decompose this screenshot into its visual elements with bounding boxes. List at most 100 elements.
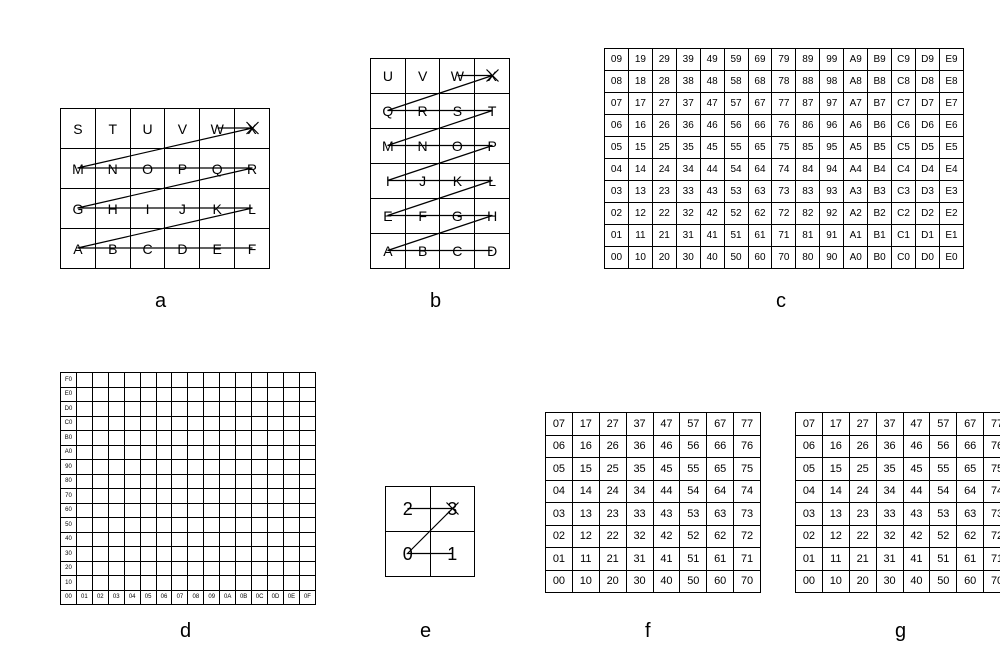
- cell: [188, 373, 204, 388]
- cell: C: [130, 229, 165, 269]
- cell: [172, 489, 188, 504]
- cell: [283, 416, 299, 431]
- cell: 72: [772, 203, 796, 225]
- cell: 27: [849, 413, 876, 436]
- cell: E8: [939, 71, 963, 93]
- cell: [283, 431, 299, 446]
- cell: [252, 460, 268, 475]
- cell: [76, 547, 92, 562]
- cell: 64: [707, 480, 734, 503]
- cell: [108, 532, 124, 547]
- cell: 00: [605, 247, 629, 269]
- cell: 31: [676, 225, 700, 247]
- cell: D9: [916, 49, 940, 71]
- cell: 69: [748, 49, 772, 71]
- cell: 18: [628, 71, 652, 93]
- cell: [299, 489, 315, 504]
- cell: [299, 431, 315, 446]
- cell: 51: [724, 225, 748, 247]
- cell: 06: [546, 435, 573, 458]
- cell: [204, 445, 220, 460]
- cell: 70: [772, 247, 796, 269]
- cell: 67: [748, 93, 772, 115]
- cell: E5: [939, 137, 963, 159]
- cell: [299, 518, 315, 533]
- cell: 94: [820, 159, 844, 181]
- cell: [92, 445, 108, 460]
- cell: 16: [628, 115, 652, 137]
- cell: [156, 489, 172, 504]
- cell: F0: [61, 373, 77, 388]
- cell: 36: [626, 435, 653, 458]
- cell: C8: [892, 71, 916, 93]
- cell: 24: [599, 480, 626, 503]
- cell: 66: [748, 115, 772, 137]
- cell: [204, 503, 220, 518]
- cell: 70: [61, 489, 77, 504]
- cell: D4: [916, 159, 940, 181]
- cell: [156, 373, 172, 388]
- cell: 08: [605, 71, 629, 93]
- cell: 44: [700, 159, 724, 181]
- cell: [156, 503, 172, 518]
- cell: 33: [626, 503, 653, 526]
- cell: E: [200, 229, 235, 269]
- cell: 47: [653, 413, 680, 436]
- cell: 40: [653, 570, 680, 593]
- cell: B: [405, 234, 440, 269]
- cell: 33: [676, 181, 700, 203]
- cell: [220, 445, 236, 460]
- cell: 74: [772, 159, 796, 181]
- cell: 77: [984, 413, 1000, 436]
- cell: 34: [876, 480, 903, 503]
- cell: 64: [748, 159, 772, 181]
- cell: [124, 532, 140, 547]
- cell: 50: [724, 247, 748, 269]
- cell: 40: [700, 247, 724, 269]
- cell: 26: [849, 435, 876, 458]
- cell: 0E: [283, 590, 299, 605]
- cell: L: [475, 164, 510, 199]
- cell: S: [440, 94, 475, 129]
- cell: 40: [61, 532, 77, 547]
- cell: [236, 431, 252, 446]
- cell: B7: [868, 93, 892, 115]
- cell: [156, 416, 172, 431]
- cell: 04: [124, 590, 140, 605]
- cell: B0: [61, 431, 77, 446]
- cell: 43: [653, 503, 680, 526]
- cell: [92, 402, 108, 417]
- cell: [108, 416, 124, 431]
- cell: [299, 373, 315, 388]
- cell: 74: [984, 480, 1000, 503]
- cell: 45: [653, 458, 680, 481]
- cell: V: [165, 109, 200, 149]
- cell: 92: [820, 203, 844, 225]
- cell: [76, 489, 92, 504]
- panel-e: 2301: [385, 486, 475, 576]
- cell: 05: [140, 590, 156, 605]
- cell: [204, 402, 220, 417]
- cell: [252, 474, 268, 489]
- cell: 37: [676, 93, 700, 115]
- cell: B5: [868, 137, 892, 159]
- cell: [204, 576, 220, 591]
- cell: [299, 387, 315, 402]
- cell: 19: [628, 49, 652, 71]
- cell: [76, 576, 92, 591]
- cell: 34: [626, 480, 653, 503]
- cell: [299, 445, 315, 460]
- cell: 21: [652, 225, 676, 247]
- cell: D8: [916, 71, 940, 93]
- cell: 57: [724, 93, 748, 115]
- cell: 09: [204, 590, 220, 605]
- cell: R: [235, 149, 270, 189]
- cell: C5: [892, 137, 916, 159]
- cell: 43: [903, 503, 930, 526]
- cell: M: [371, 129, 406, 164]
- cell: 49: [700, 49, 724, 71]
- cell: P: [475, 129, 510, 164]
- cell: [76, 460, 92, 475]
- cell: D: [165, 229, 200, 269]
- cell: [299, 576, 315, 591]
